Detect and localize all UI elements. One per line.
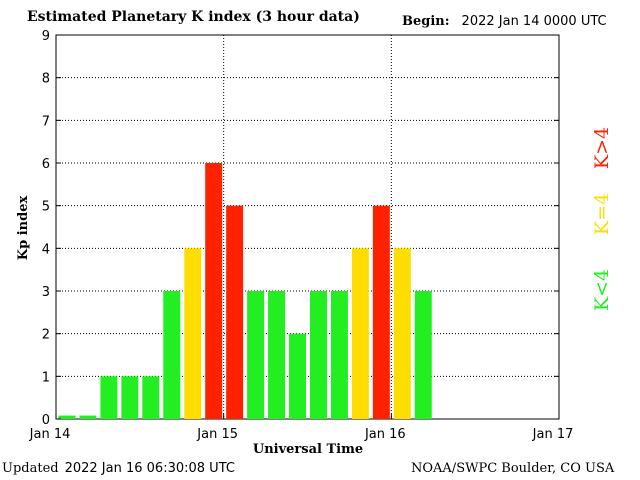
y-tick-label: 9 — [42, 29, 50, 44]
x-axis-label: Universal Time — [253, 442, 363, 457]
begin-value: 2022 Jan 14 0000 UTC — [461, 14, 607, 29]
kp-bar — [79, 415, 97, 419]
kp-bar — [121, 376, 139, 419]
y-axis: 0 1 2 3 4 5 6 7 8 9 — [42, 29, 559, 428]
kp-bar — [268, 291, 286, 419]
kp-bar — [205, 163, 223, 419]
kp-bar — [310, 291, 327, 419]
kp-bar — [414, 291, 432, 419]
credit-text: NOAA/SWPC Boulder, CO USA — [411, 461, 615, 476]
legend: K<4 K=4 K>4 — [591, 127, 613, 311]
kp-bar — [100, 376, 118, 419]
kp-bar — [393, 248, 411, 419]
bars — [58, 163, 432, 419]
legend-entry: K>4 — [591, 127, 613, 169]
kp-bar — [351, 248, 369, 419]
kp-bar — [58, 415, 76, 419]
y-tick-label: 4 — [42, 242, 50, 257]
kp-bar — [163, 291, 181, 419]
updated-value: 2022 Jan 16 06:30:08 UTC — [64, 461, 235, 476]
begin-info: Begin: 2022 Jan 14 0000 UTC — [402, 14, 607, 29]
kp-bar — [226, 205, 244, 419]
y-tick-label: 0 — [42, 413, 50, 428]
y-tick-label: 5 — [42, 200, 50, 215]
legend-entry: K<4 — [591, 269, 613, 311]
y-tick-label: 2 — [42, 328, 50, 343]
kp-bar — [289, 333, 306, 419]
kp-bar — [330, 291, 348, 419]
kp-bar — [184, 248, 202, 419]
updated-label: Updated — [2, 461, 59, 476]
chart-title: Estimated Planetary K index (3 hour data… — [27, 9, 360, 25]
begin-label: Begin: — [402, 14, 450, 29]
x-tick-label: Jan 15 — [196, 427, 238, 442]
kp-bar — [142, 376, 160, 419]
y-tick-label: 3 — [42, 285, 50, 300]
updated-info: Updated 2022 Jan 16 06:30:08 UTC — [2, 461, 235, 476]
x-tick-label: Jan 17 — [532, 427, 574, 442]
y-tick-label: 7 — [42, 114, 50, 129]
x-tick-label: Jan 16 — [364, 427, 406, 442]
plot-frame — [55, 34, 560, 420]
y-tick-label: 6 — [42, 157, 50, 172]
y-axis-label: Kp index — [16, 196, 31, 261]
kp-bar — [372, 205, 390, 419]
grid-lines — [56, 35, 559, 419]
y-tick-label: 1 — [42, 370, 50, 385]
y-tick-label: 8 — [42, 72, 50, 87]
legend-entry: K=4 — [591, 193, 613, 235]
kp-bar — [247, 291, 265, 419]
x-tick-label: Jan 14 — [29, 427, 71, 442]
x-axis: Jan 14 Jan 15 Jan 16 Jan 17 — [29, 414, 574, 442]
